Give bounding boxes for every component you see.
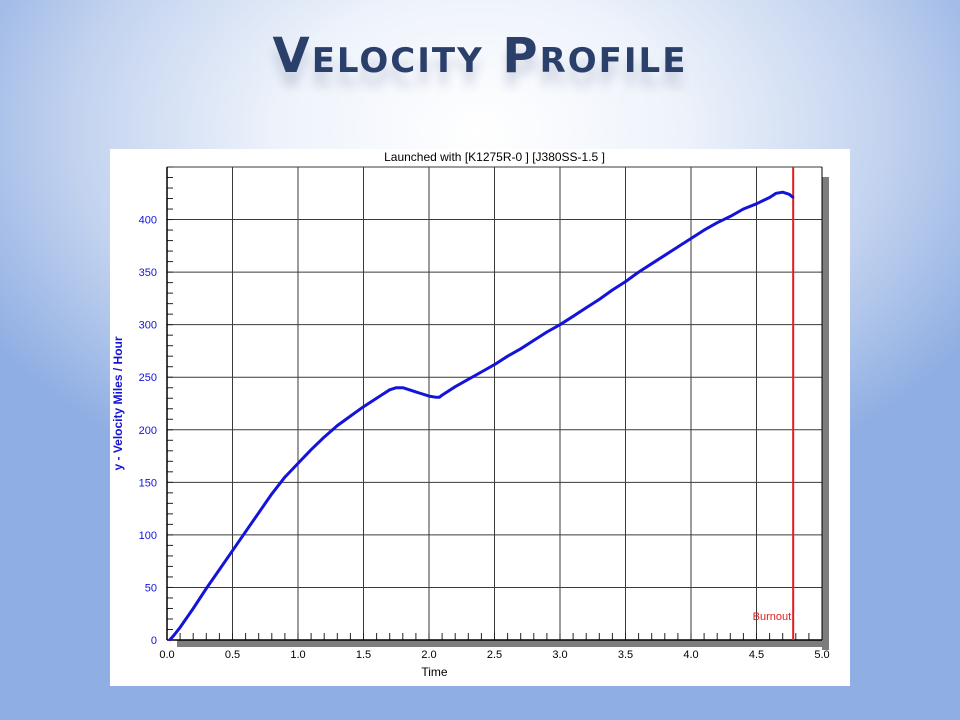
x-tick-label: 4.0 [683, 649, 698, 661]
data-point [480, 370, 483, 374]
data-point [506, 355, 509, 358]
y-tick-label: 150 [139, 477, 157, 489]
data-point [349, 414, 352, 418]
y-axis-label: y - Velocity Miles / Hour [111, 336, 125, 470]
data-point [257, 511, 260, 515]
data-point [676, 245, 680, 249]
data-point [611, 288, 614, 292]
x-tick-label: 0.5 [225, 649, 240, 661]
data-point [519, 347, 522, 351]
plot-shadow-bottom [177, 640, 829, 647]
data-point [781, 191, 784, 194]
data-point [375, 397, 378, 400]
x-tick-label: 1.5 [356, 649, 371, 661]
x-tick-label: 4.5 [749, 649, 764, 661]
data-point [467, 378, 470, 381]
x-tick-label: 0.0 [159, 649, 174, 661]
y-tick-label: 0 [151, 635, 157, 647]
data-point [192, 607, 195, 610]
burnout-label: Burnout [753, 611, 792, 623]
data-point [624, 280, 627, 283]
data-point [791, 196, 795, 199]
data-point [438, 395, 441, 399]
plot-shadow-right [822, 177, 829, 650]
data-point [421, 392, 424, 396]
data-point [598, 298, 601, 301]
data-point [178, 626, 182, 629]
data-point [716, 221, 719, 224]
velocity-chart: 0 50 100 150 200 250 300 350 400 0.0 0.5 1.0 1.5 2.0 2… [111, 150, 830, 679]
data-point [323, 435, 326, 439]
data-point [336, 424, 339, 427]
data-point [309, 448, 313, 451]
data-point [205, 587, 208, 590]
data-point [434, 395, 437, 399]
y-tick-label: 300 [139, 320, 157, 332]
x-tick-label: 2.5 [487, 649, 502, 661]
data-point [585, 306, 588, 310]
data-point [761, 199, 765, 202]
data-point [401, 386, 404, 389]
data-point [755, 202, 758, 205]
y-tick-label: 250 [139, 372, 157, 384]
y-tick-label: 400 [139, 215, 157, 227]
data-point [244, 530, 247, 533]
y-tick-label: 50 [145, 582, 157, 594]
data-point [168, 638, 171, 642]
data-point [558, 323, 562, 326]
x-tick-label: 5.0 [814, 649, 829, 661]
data-point [742, 207, 745, 211]
data-point [650, 262, 653, 265]
data-point [362, 405, 365, 408]
x-tick-label: 1.0 [290, 649, 305, 661]
y-tick-label: 200 [139, 425, 157, 437]
data-point [218, 568, 221, 571]
x-tick-label: 3.0 [552, 649, 567, 661]
data-point [774, 192, 778, 195]
data-point [663, 254, 666, 257]
x-axis-label: Time [421, 665, 448, 679]
data-point [231, 549, 234, 552]
data-point [296, 462, 300, 465]
data-point [768, 196, 771, 199]
data-point [283, 475, 287, 479]
data-point [270, 492, 273, 496]
data-point [571, 315, 575, 318]
data-point [395, 386, 398, 389]
velocity-series-line [168, 190, 795, 642]
data-point [545, 330, 549, 334]
data-point [788, 193, 791, 196]
y-tick-label: 350 [139, 267, 157, 279]
data-point [172, 634, 175, 637]
x-tick-label: 3.5 [618, 649, 633, 661]
data-point [729, 215, 732, 218]
data-point [532, 339, 535, 342]
data-point [493, 363, 496, 366]
y-tick-label: 100 [139, 530, 157, 542]
data-point [388, 388, 391, 392]
data-point [689, 237, 693, 240]
data-point [414, 390, 418, 394]
data-point [440, 393, 444, 397]
x-tick-label: 2.0 [421, 649, 436, 661]
chart-panel: 0 50 100 150 200 250 300 350 400 0.0 0.5 1.0 1.5 2.0 2… [110, 149, 850, 686]
data-point [408, 388, 411, 392]
slide-title: Velocity Profile [272, 28, 688, 84]
chart-title: Launched with [K1275R-0 ] [J380SS-1.5 ] [384, 150, 605, 164]
data-point [427, 394, 431, 398]
data-point [454, 385, 457, 388]
data-point [702, 228, 706, 232]
data-point [637, 270, 640, 274]
